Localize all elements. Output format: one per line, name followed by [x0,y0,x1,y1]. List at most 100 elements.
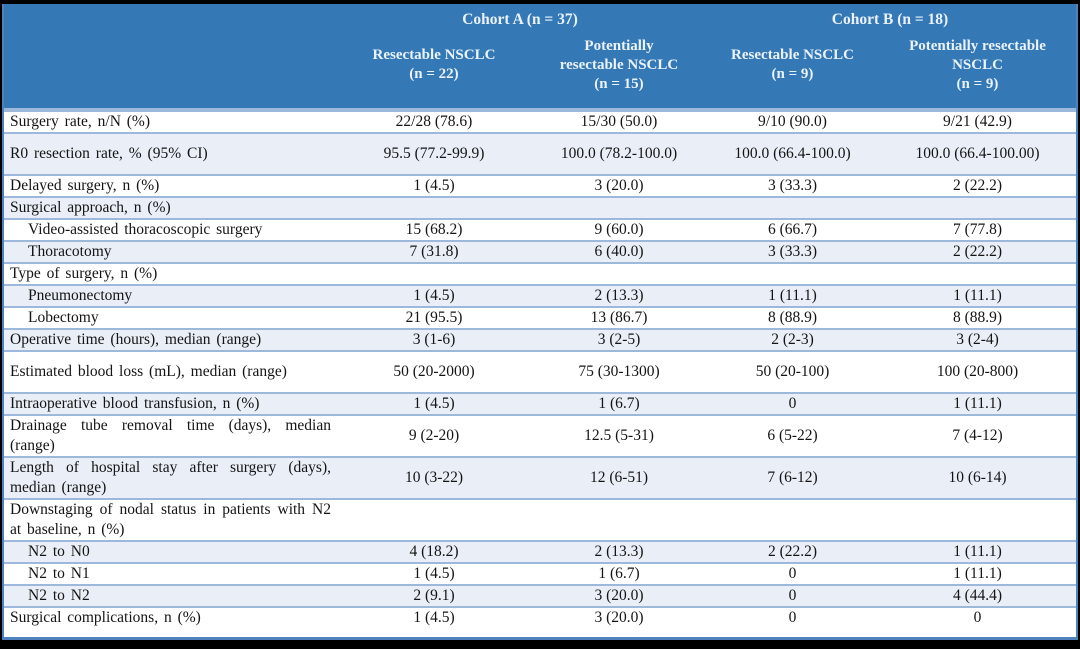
cell-value: 22/28 (78.6) [395,113,473,130]
row-label: R0 resection rate, % (95% CI) [10,145,208,162]
cell-value: 3 (2-4) [956,331,999,348]
cell-value: 12.5 (5-31) [584,427,654,444]
cell-value: 7 (6-12) [767,469,818,486]
cell-value: 15/30 (50.0) [580,113,658,130]
cell-value: 1 (4.5) [413,565,455,582]
cell-value [705,198,880,218]
table-row: Surgical complications, n (%) 1 (4.5) 3 … [4,606,1076,628]
cell-value: 1 (4.5) [413,395,455,412]
row-label: Length of hospital stay after surgery (d… [10,459,331,496]
table-row: Video-assisted thoracoscopic surgery 15 … [4,218,1076,240]
table-row: Surgery rate, n/N (%) 22/28 (78.6) 15/30… [4,110,1076,132]
column-header-line: (n = 15) [594,75,644,92]
column-header-line: Resectable NSCLC [372,47,496,63]
table-row: R0 resection rate, % (95% CI) 95.5 (77.2… [4,132,1076,174]
cell-value: 2 (9.1) [413,587,455,604]
row-label: Intraoperative blood transfusion, n (%) [10,395,260,412]
column-header-resectable-a: Resectable NSCLC (n = 22) [335,30,533,108]
cell-value: 10 (6-14) [948,469,1007,486]
row-label: Operative time (hours), median (range) [10,331,262,348]
table-row: Type of surgery, n (%) [4,262,1076,284]
cell-value: 95.5 (77.2-99.9) [383,145,485,162]
table-row: Drainage tube removal time (days), media… [4,414,1076,456]
table-row: Surgical approach, n (%) [4,196,1076,218]
column-header-line: NSCLC [952,56,1003,73]
cell-value: 4 (44.4) [952,587,1003,604]
cell-value: 3 (20.0) [594,587,644,604]
column-header-line: resectable NSCLC [559,56,679,73]
row-label: Delayed surgery, n (%) [10,177,160,194]
cell-value: 1 (11.1) [953,543,1002,560]
cell-value: 6 (40.0) [594,243,644,260]
cell-value: 8 (88.9) [952,309,1003,326]
row-label: Surgery rate, n/N (%) [10,113,151,130]
cell-value: 1 (11.1) [953,287,1002,304]
cell-value: 9/10 (90.0) [758,113,827,130]
column-header-line: (n = 9) [771,66,814,82]
table-header: Cohort A (n = 37) Cohort B (n = 18) Rese… [4,4,1076,110]
cell-value: 100.0 (78.2-100.0) [560,145,678,162]
cell-value [533,500,705,540]
cell-value: 1 (11.1) [953,395,1002,412]
column-header-potentially-resectable-a: Potentially resectable NSCLC (n = 15) [533,30,705,108]
cohort-b-header: Cohort B (n = 18) [831,11,949,28]
cell-value [880,198,1075,218]
row-label: Video-assisted thoracoscopic surgery [28,221,263,238]
cell-value: 3 (20.0) [594,609,644,626]
cell-value: 50 (20-2000) [393,363,475,380]
cell-value: 0 [788,587,797,604]
cell-value [533,264,705,284]
cell-value: 2 (22.2) [952,177,1003,194]
cell-value: 100.0 (66.4-100.00) [915,145,1040,162]
cell-value: 10 (3-22) [404,469,464,486]
row-label: N2 to N2 [28,587,90,604]
cell-value: 4 (18.2) [409,543,459,560]
cohort-a-header: Cohort A (n = 37) [462,11,578,28]
cell-value: 7 (31.8) [409,243,459,260]
cell-value: 0 [973,609,982,626]
cell-value: 2 (22.2) [767,543,818,560]
cell-value [880,500,1075,540]
column-header-line: (n = 22) [409,66,459,82]
row-label: N2 to N1 [28,565,90,582]
cell-value: 2 (13.3) [594,287,644,304]
cell-value: 3 (1-6) [412,331,456,348]
table-row: Thoracotomy 7 (31.8) 6 (40.0) 3 (33.3) 2… [4,240,1076,262]
cell-value: 12 (6-51) [589,469,649,486]
table-row: Delayed surgery, n (%) 1 (4.5) 3 (20.0) … [4,174,1076,196]
cell-value: 0 [788,609,797,626]
column-header-line: Resectable NSCLC [731,47,854,63]
cell-value: 15 (68.2) [405,221,463,238]
row-label: Thoracotomy [28,243,112,260]
table-row: Estimated blood loss (mL), median (range… [4,350,1076,392]
cell-value: 1 (4.5) [413,287,455,304]
cell-value: 1 (4.5) [413,177,455,194]
row-label: Surgical approach, n (%) [10,199,171,216]
cell-value: 3 (20.0) [594,177,644,194]
cell-value: 9 (60.0) [594,221,644,238]
row-label: Surgical complications, n (%) [10,609,201,626]
column-header-potentially-resectable-b: Potentially resectable NSCLC (n = 9) [880,30,1075,108]
table-row: Operative time (hours), median (range) 3… [4,328,1076,350]
table-row: N2 to N1 1 (4.5) 1 (6.7) 0 1 (11.1) [4,562,1076,584]
cell-value: 21 (95.5) [405,309,463,326]
table-row: Length of hospital stay after surgery (d… [4,456,1076,498]
row-label: Estimated blood loss (mL), median (range… [10,363,287,380]
table-row: N2 to N0 4 (18.2) 2 (13.3) 2 (22.2) 1 (1… [4,540,1076,562]
column-header-line: Potentially [584,37,654,54]
cell-value [335,264,533,284]
column-header-line: (n = 9) [956,75,999,92]
cell-value: 1 (6.7) [598,565,640,582]
cell-value [705,500,880,540]
cell-value: 2 (13.3) [594,543,644,560]
cell-value: 8 (88.9) [767,309,818,326]
cell-value [705,264,880,284]
cell-value: 9 (2-20) [408,427,460,444]
cell-value: 100 (20-800) [936,363,1019,380]
cell-value: 1 (11.1) [953,565,1002,582]
row-label: N2 to N0 [28,543,90,560]
cell-value: 1 (11.1) [768,287,817,304]
cell-value: 75 (30-1300) [578,363,660,380]
row-label: Drainage tube removal time (days), media… [10,417,331,454]
cell-value: 1 (4.5) [413,609,455,626]
